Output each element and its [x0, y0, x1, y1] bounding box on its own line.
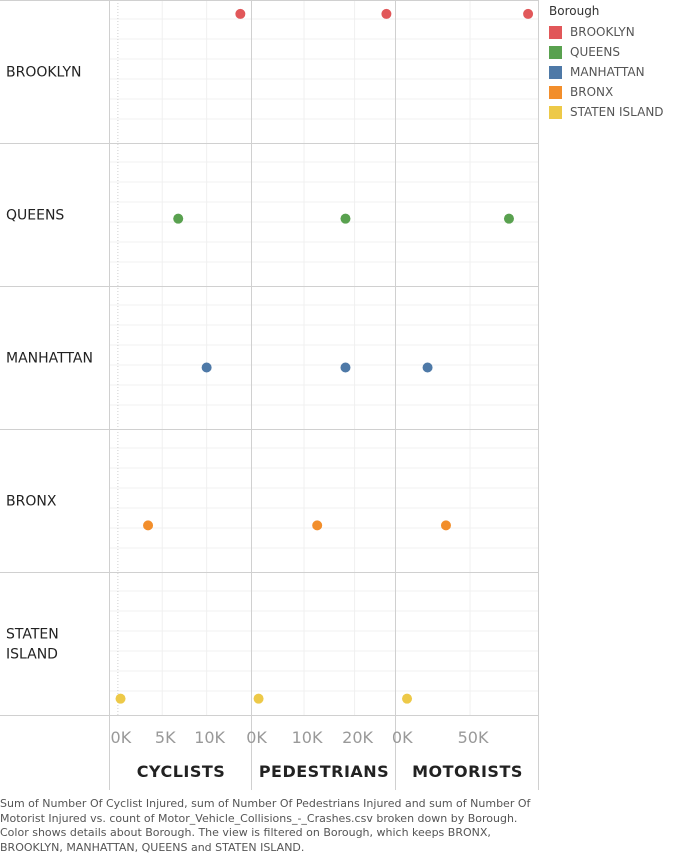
data-point: [340, 362, 351, 373]
row-label-line: ISLAND: [6, 647, 58, 663]
column-header: CYCLISTS: [137, 762, 226, 781]
x-tick-label: 0K: [392, 728, 413, 747]
column-header: MOTORISTS: [412, 762, 523, 781]
data-point: [340, 213, 351, 224]
legend-swatch: [549, 45, 562, 59]
x-tick-label: 0K: [246, 728, 267, 747]
legend-swatch: [549, 85, 562, 99]
data-point: [381, 8, 392, 19]
legend-label: BRONX: [570, 85, 614, 99]
row-label: BROOKLYN: [6, 65, 82, 81]
scatter-chart: BROOKLYN QUEENS MANHATTAN BRONX STATEN ISLAND…: [0, 0, 539, 790]
row-label: QUEENS: [6, 208, 64, 224]
data-point: [253, 693, 264, 704]
legend-title: Borough: [549, 4, 600, 18]
legend-item: BROOKLYN: [549, 22, 687, 42]
legend-swatch: [549, 105, 562, 119]
data-point: [312, 520, 323, 531]
data-point: [201, 362, 212, 373]
x-tick-label: 50K: [458, 728, 489, 747]
legend-label: STATEN ISLAND: [570, 105, 664, 119]
data-point: [143, 520, 154, 531]
data-point: [402, 693, 413, 704]
legend-item: QUEENS: [549, 42, 687, 62]
legend-label: QUEENS: [570, 45, 620, 59]
data-point: [523, 8, 534, 19]
column-header: PEDESTRIANS: [259, 762, 389, 781]
data-point: [503, 213, 514, 224]
legend-swatch: [549, 65, 562, 79]
row-label: BRONX: [6, 494, 57, 510]
legend-item: BRONX: [549, 82, 687, 102]
legend-swatch: [549, 25, 562, 39]
row-label-line: STATEN: [6, 627, 59, 643]
legend-item: MANHATTAN: [549, 62, 687, 82]
x-tick-label: 10K: [292, 728, 323, 747]
legend-items: BROOKLYN QUEENS MANHATTAN BRONX STATEN ISLAN…: [549, 22, 687, 122]
x-tick-label: 0K: [111, 728, 132, 747]
chart-caption: Sum of Number Of Cyclist Injured, sum of…: [0, 797, 531, 854]
row-label: STATEN ISLAND: [6, 627, 59, 663]
x-tick-label: 20K: [342, 728, 373, 747]
row-label: MANHATTAN: [6, 351, 93, 367]
legend: Borough BROOKLYN QUEENS MANHATTAN BRONX STAT…: [549, 4, 687, 122]
data-point: [173, 213, 184, 224]
x-tick-label: 10K: [194, 728, 225, 747]
legend-label: MANHATTAN: [570, 65, 645, 79]
data-point: [115, 693, 126, 704]
data-point: [440, 520, 451, 531]
x-tick-label: 5K: [155, 728, 176, 747]
data-point: [422, 362, 433, 373]
legend-item: STATEN ISLAND: [549, 102, 687, 122]
data-point: [235, 8, 246, 19]
legend-label: BROOKLYN: [570, 25, 635, 39]
